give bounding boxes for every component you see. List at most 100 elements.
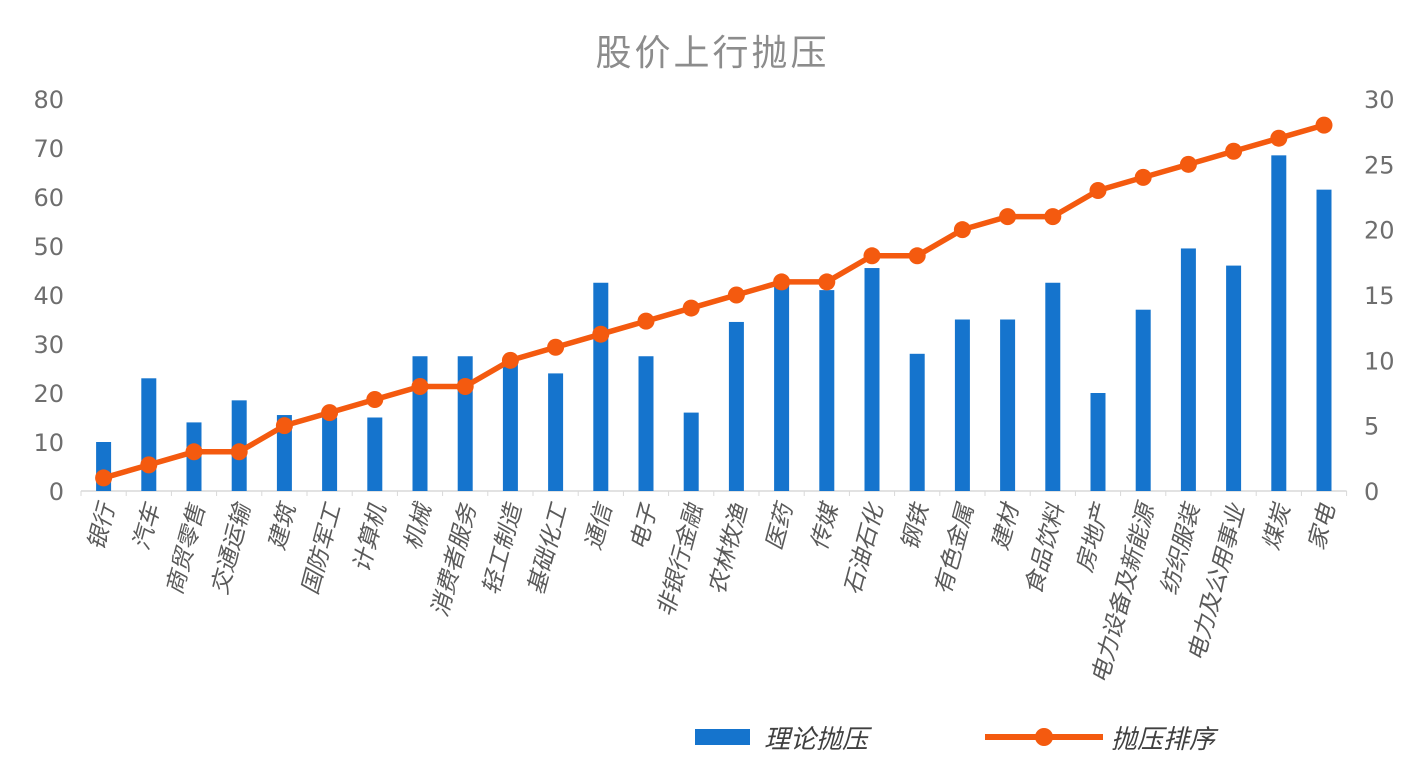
left-axis-tick: 20 <box>33 380 64 408</box>
line-point <box>682 299 700 317</box>
x-axis-label: 建材 <box>987 499 1025 553</box>
x-axis-label: 食品饮料 <box>1021 500 1070 598</box>
x-axis-label: 计算机 <box>349 501 392 575</box>
x-axis-label: 农林牧渔 <box>704 501 753 598</box>
bar <box>141 378 157 491</box>
line-point <box>1315 116 1333 134</box>
x-axis-label: 石油石化 <box>840 499 890 597</box>
line-point <box>863 247 881 265</box>
line-point <box>637 312 655 330</box>
x-axis-label: 传媒 <box>807 499 845 553</box>
bar <box>502 361 518 491</box>
bar <box>1180 248 1196 491</box>
line-point <box>1225 142 1243 160</box>
bar <box>1000 319 1016 491</box>
legend-item-line: 抛压排序 <box>985 722 1215 755</box>
left-axis-tick: 80 <box>33 86 64 114</box>
bar <box>909 353 925 491</box>
bar <box>1045 282 1061 491</box>
bar <box>819 290 835 491</box>
line-point <box>953 221 971 239</box>
line-point <box>908 247 926 265</box>
right-axis-tick: 5 <box>1364 413 1379 441</box>
left-axis-tick: 10 <box>33 429 64 457</box>
line-point <box>140 456 158 474</box>
bar <box>367 417 383 491</box>
legend-label-bars: 理论抛压 <box>764 724 869 755</box>
bar <box>638 356 654 491</box>
left-axis-tick: 0 <box>49 478 64 506</box>
x-axis-label: 纺织服装 <box>1156 499 1206 597</box>
line-point <box>321 404 339 422</box>
bar <box>954 319 970 491</box>
bar <box>593 282 609 491</box>
legend-line-swatch-icon <box>985 728 1103 746</box>
bar <box>1090 393 1106 491</box>
bar <box>412 356 428 491</box>
right-axis-tick: 15 <box>1364 282 1395 310</box>
bar <box>728 321 744 491</box>
rank-line <box>100 122 1327 481</box>
bar <box>1271 155 1287 491</box>
line-point <box>1179 155 1197 173</box>
line-point <box>818 273 836 291</box>
line-point <box>1044 208 1062 226</box>
x-axis-label: 交通运输 <box>207 499 257 597</box>
bar <box>322 417 338 491</box>
left-axis-tick: 50 <box>33 233 64 261</box>
legend-bar-swatch-icon <box>695 729 750 745</box>
left-axis-tick: 60 <box>33 184 64 212</box>
bar <box>683 412 699 491</box>
line-point <box>1270 129 1288 147</box>
x-axis-label: 机械 <box>400 499 438 553</box>
legend-label-line: 抛压排序 <box>1111 724 1216 755</box>
chart-title: 股价上行抛压 <box>595 33 830 74</box>
right-axis-tick: 30 <box>1364 86 1395 114</box>
x-axis-label: 钢铁 <box>897 499 935 553</box>
x-axis-label: 电子 <box>626 500 664 553</box>
line-point <box>501 351 519 369</box>
right-axis-tick: 0 <box>1364 478 1379 506</box>
right-axis-tick: 10 <box>1364 347 1395 375</box>
line-point <box>999 208 1017 226</box>
x-axis-label: 汽车 <box>129 499 167 553</box>
line-point <box>773 273 791 291</box>
line-point <box>456 377 474 395</box>
line-point <box>95 469 113 487</box>
bar <box>1316 189 1332 491</box>
x-axis-label: 通信 <box>581 499 619 553</box>
line-point <box>366 391 384 409</box>
x-axis-label: 煤炭 <box>1259 500 1297 553</box>
bar <box>457 356 473 491</box>
bar <box>276 415 292 491</box>
line-point <box>185 443 203 461</box>
x-axis-label: 建筑 <box>264 499 302 553</box>
left-axis-tick: 40 <box>33 282 64 310</box>
bar <box>864 268 880 491</box>
bar <box>1135 309 1151 491</box>
x-axis-label: 房地产 <box>1072 500 1115 575</box>
bar <box>1226 265 1242 491</box>
x-axis-label: 有色金属 <box>930 500 979 598</box>
x-axis-label: 商贸零售 <box>162 500 211 598</box>
line-point <box>547 338 565 356</box>
line-point <box>727 286 745 304</box>
right-axis-tick: 20 <box>1364 217 1395 245</box>
legend-item-bars: 理论抛压 <box>695 722 868 755</box>
bar <box>548 373 564 491</box>
line-point <box>230 443 248 461</box>
line-point <box>1089 181 1107 199</box>
x-axis-label: 消费者服务 <box>427 500 482 620</box>
x-axis-label: 国防军工 <box>297 500 346 598</box>
x-axis-label: 基础化工 <box>523 500 572 598</box>
x-axis-label: 医药 <box>761 499 799 553</box>
line-point <box>1134 168 1152 186</box>
left-axis-tick: 30 <box>33 331 64 359</box>
x-axis-label: 非银行金融 <box>653 500 708 620</box>
x-axis-label: 家电 <box>1304 501 1341 553</box>
left-axis-tick: 70 <box>33 135 64 163</box>
line-point <box>275 417 293 435</box>
legend-line-dot-icon <box>1035 728 1053 746</box>
x-axis-label: 银行 <box>83 499 121 553</box>
